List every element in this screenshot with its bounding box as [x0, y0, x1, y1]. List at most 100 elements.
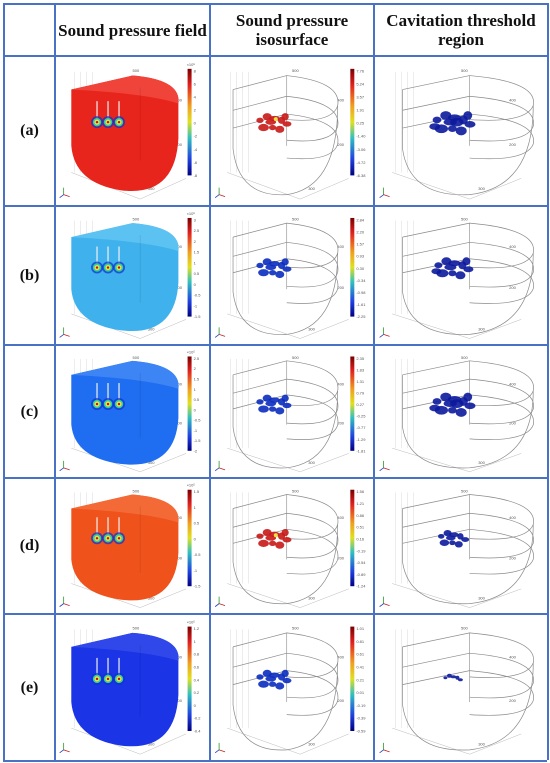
cavitation-region-plot: 500 400 300 200: [375, 615, 547, 760]
axis-line: [469, 453, 522, 472]
domain-solid: [71, 360, 179, 465]
column-header: Sound pressure field: [58, 20, 207, 40]
domain-wire: [402, 528, 534, 575]
colorbar-tick: 1: [194, 260, 197, 265]
domain-wire: [232, 113, 339, 160]
iso-core: [273, 117, 278, 122]
iso-blob: [282, 266, 292, 272]
colorbar-tick: -1.40: [356, 134, 366, 139]
domain-wire: [402, 237, 534, 335]
domain-wire: [232, 528, 339, 575]
iso-blob: [256, 399, 264, 405]
row-label: (e): [20, 678, 39, 696]
colorbar-tick: -1.5: [194, 314, 202, 319]
axis-triad-x: [383, 194, 390, 198]
column-header: Cavitation threshold region: [386, 11, 536, 49]
domain-wire: [232, 646, 339, 751]
colorbar-tick: 1.57: [356, 242, 365, 247]
colorbar-tick: -2: [194, 448, 198, 453]
colorbar-tick: -1: [194, 303, 198, 308]
iso-blob: [268, 681, 277, 687]
domain-wire: [402, 378, 534, 425]
focal-point: [117, 537, 121, 540]
axis-line: [469, 733, 522, 755]
colorbar-tick: 1.91: [356, 108, 365, 113]
focal-point: [117, 402, 121, 406]
domain-wire: [402, 512, 534, 559]
colorbar-exponent: ×10⁵: [187, 349, 196, 354]
sound-pressure-field-plot: 500 400 300 200 ×10⁵ 1.2 1 0.8 0.6 0.4 0.2 0 -0.2 -0.…: [56, 615, 209, 760]
axis-triad-y: [379, 334, 384, 338]
axis-triad-y: [214, 194, 220, 198]
domain-wire: [232, 374, 339, 469]
axis-triad-x: [218, 194, 226, 198]
table-rule: [373, 3, 375, 760]
table-rule: [3, 760, 547, 762]
domain-wire: [402, 95, 534, 142]
colorbar-tick: 1: [194, 505, 197, 510]
colorbar-tick: -0.34: [356, 278, 366, 283]
focal-point: [106, 120, 110, 124]
iso-blob: [455, 271, 466, 280]
colorbar-tick: -1.24: [356, 584, 366, 589]
axis-tick: 400: [175, 244, 182, 249]
axis-tick: 400: [175, 381, 182, 386]
iso-blob: [455, 126, 467, 136]
iso-blob: [281, 669, 289, 677]
iso-blob: [448, 406, 457, 414]
iso-blob: [281, 394, 289, 402]
colorbar-tick: -0.89: [356, 572, 366, 577]
axis-triad-x: [383, 749, 390, 753]
colorbar-tick: 7.76: [356, 68, 365, 73]
table-rule: [209, 3, 211, 760]
colorbar-tick: 0.51: [356, 525, 365, 530]
domain-wire: [232, 378, 339, 425]
axis-tick: 200: [509, 698, 516, 703]
axis-tick: 200: [175, 285, 182, 290]
colorbar-tick: 2.35: [356, 356, 365, 361]
domain-top-face: [71, 223, 179, 252]
axis-tick: 300: [148, 742, 155, 747]
axis-tick: 400: [337, 381, 344, 386]
colorbar-tick: -0.98: [356, 290, 366, 295]
axis-tick: 200: [175, 421, 182, 426]
colorbar-tick: 0: [194, 121, 197, 126]
axis-tick-top: 500: [292, 488, 299, 493]
iso-blob: [463, 392, 473, 402]
domain-top-face: [71, 75, 179, 104]
axis-tick: 400: [509, 655, 516, 660]
axis-tick: 200: [175, 555, 182, 560]
colorbar-tick: 0.41: [356, 665, 365, 670]
axis-line: [469, 178, 522, 200]
axis-tick: 200: [509, 555, 516, 560]
iso-blob: [281, 528, 289, 537]
colorbar-tick: -2.25: [356, 314, 366, 319]
iso-blob: [429, 404, 441, 412]
iso-blob: [432, 398, 442, 405]
axis-triad-y: [59, 194, 64, 198]
colorbar-tick: -1.81: [356, 448, 366, 453]
iso-blob: [268, 540, 277, 547]
domain-wire: [402, 632, 534, 678]
colorbar-tick: 0: [194, 703, 197, 708]
axis-line: [300, 588, 349, 608]
focal-point: [117, 266, 121, 269]
colorbar-tick: 2.20: [356, 230, 365, 235]
axis-line: [392, 172, 470, 200]
domain-wire: [402, 508, 534, 605]
colorbar-tick: 0.6: [194, 665, 200, 670]
colorbar-tick: -1: [194, 428, 198, 433]
axis-tick: 200: [509, 142, 516, 147]
iso-blob: [268, 124, 277, 131]
focal-point: [117, 677, 121, 681]
iso-blob: [463, 266, 474, 273]
colorbar-tick: 0.2: [194, 690, 200, 695]
iso-blob: [454, 541, 463, 548]
iso-blob: [275, 407, 285, 415]
domain-wire: [402, 494, 534, 540]
axis-tick: 200: [337, 285, 344, 290]
iso-blob: [282, 402, 292, 409]
axis-tick: 300: [148, 326, 155, 331]
axis-tick: 300: [308, 742, 315, 747]
colorbar-tick: -1.5: [194, 584, 202, 589]
